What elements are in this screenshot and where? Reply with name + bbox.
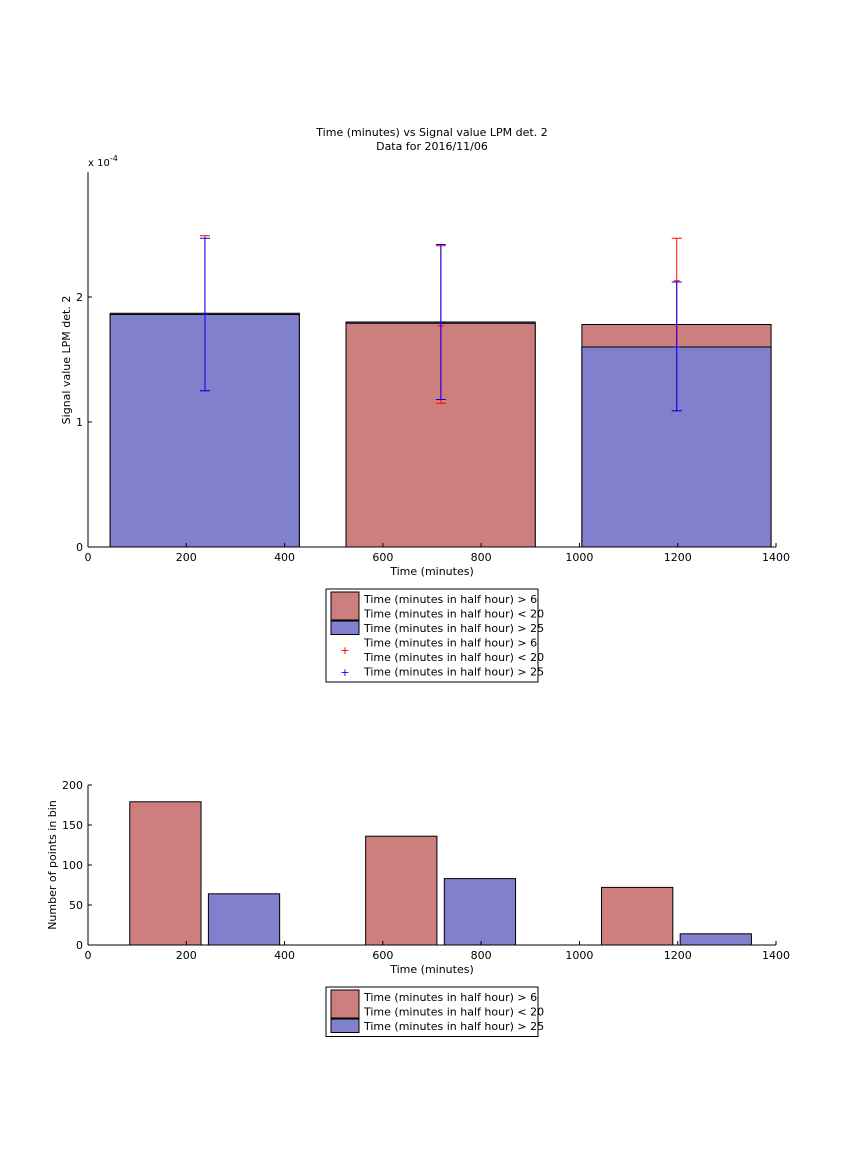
- legend-label: Time (minutes in half hour) > 25: [363, 1020, 544, 1033]
- legend-swatch: [330, 989, 360, 1019]
- bar-series-a: [601, 886, 674, 946]
- legend-marker: +: [340, 644, 349, 657]
- legend-label: Time (minutes in half hour) > 25: [363, 666, 544, 679]
- x-tick-label: 1400: [762, 949, 790, 962]
- x-tick-label: 800: [471, 949, 492, 962]
- x-axis-label: Time (minutes): [389, 565, 474, 578]
- legend-label: Time (minutes in half hour) > 6: [363, 991, 537, 1004]
- y-tick-label: 100: [62, 859, 83, 872]
- legend-swatch: [330, 620, 360, 635]
- x-tick-label: 1200: [664, 551, 692, 564]
- legend-label: Time (minutes in half hour) < 20: [363, 1006, 544, 1019]
- x-tick-label: 600: [372, 949, 393, 962]
- y-tick-label: 2: [76, 291, 83, 304]
- signal-chart: Time (minutes) vs Signal value LPM det. …: [60, 126, 790, 683]
- y-tick-label: 1: [76, 416, 83, 429]
- bar-series-a: [129, 801, 202, 946]
- x-tick-label: 0: [85, 551, 92, 564]
- x-tick-label: 400: [274, 551, 295, 564]
- x-tick-label: 1400: [762, 551, 790, 564]
- x-tick-label: 0: [85, 949, 92, 962]
- y-tick-label: 50: [69, 899, 83, 912]
- legend-label: Time (minutes in half hour) > 6: [363, 637, 537, 650]
- x-tick-label: 800: [471, 551, 492, 564]
- legend-swatch: [330, 1018, 360, 1033]
- x-tick-label: 1200: [664, 949, 692, 962]
- legend-label: Time (minutes in half hour) < 20: [363, 651, 544, 664]
- y-tick-label: 0: [76, 541, 83, 554]
- chart-subtitle: Data for 2016/11/06: [376, 140, 488, 153]
- x-tick-label: 1000: [565, 949, 593, 962]
- y-tick-label: 200: [62, 779, 83, 792]
- legend-label: Time (minutes in half hour) > 25: [363, 622, 544, 635]
- x-tick-label: 200: [176, 551, 197, 564]
- count-chart: Time (minutes) Number of points in bin 0…: [46, 779, 790, 1037]
- bar-series-b: [679, 933, 752, 946]
- legend-label: Time (minutes in half hour) > 6: [363, 593, 537, 606]
- legend-marker: +: [340, 666, 349, 679]
- y-exponent-label: x 10-4: [88, 154, 118, 169]
- bar-series-b: [207, 893, 281, 946]
- x-tick-label: 200: [176, 949, 197, 962]
- x-tick-label: 400: [274, 949, 295, 962]
- y-axis-label: Number of points in bin: [46, 800, 59, 930]
- legend-label: Time (minutes in half hour) < 20: [363, 608, 544, 621]
- bar-series-b: [443, 878, 517, 946]
- x-axis-label: Time (minutes): [389, 963, 474, 976]
- legend-box: [325, 986, 539, 1037]
- x-tick-label: 600: [372, 551, 393, 564]
- legend-swatch: [330, 591, 360, 621]
- chart-title: Time (minutes) vs Signal value LPM det. …: [315, 126, 547, 139]
- legend-box: [325, 588, 539, 683]
- x-tick-label: 1000: [565, 551, 593, 564]
- y-tick-label: 150: [62, 819, 83, 832]
- y-axis-label: Signal value LPM det. 2: [60, 296, 73, 425]
- y-tick-label: 0: [76, 939, 83, 952]
- bar-series-a: [365, 835, 438, 946]
